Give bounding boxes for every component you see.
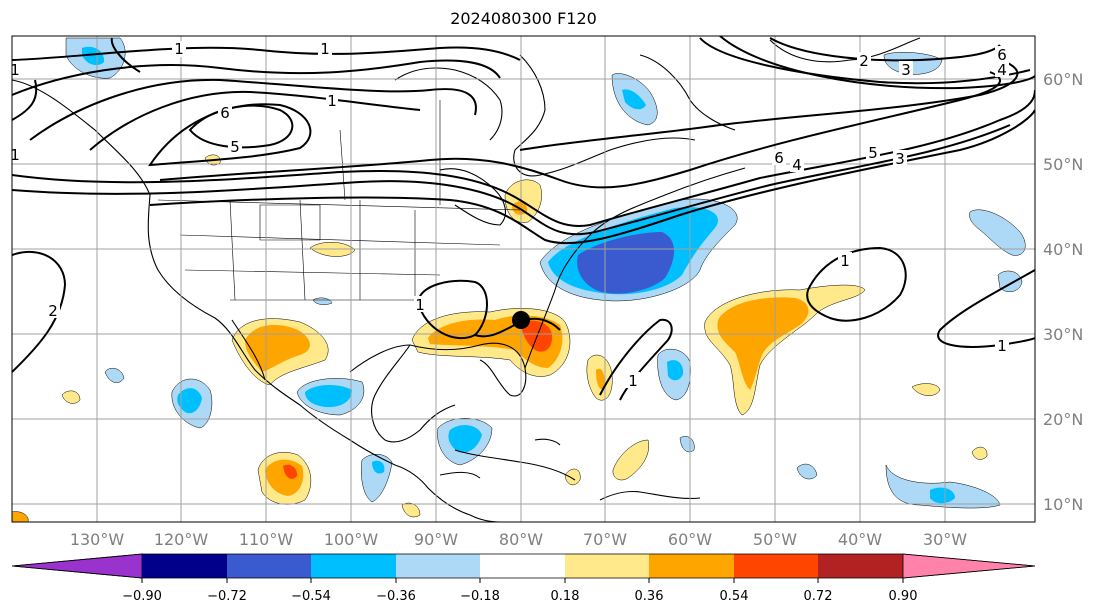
map-background xyxy=(12,36,1035,522)
contour-label: 3 xyxy=(899,61,913,79)
svg-text:1: 1 xyxy=(10,61,20,79)
svg-text:100°W: 100°W xyxy=(324,530,379,549)
map-title: 2024080300 F120 xyxy=(450,9,597,28)
colorbar-tick-label: 0.36 xyxy=(635,589,664,604)
svg-text:1: 1 xyxy=(628,372,638,390)
contour-label: 6 xyxy=(772,149,786,167)
contour-label: 1 xyxy=(995,337,1009,355)
svg-text:3: 3 xyxy=(895,150,905,168)
colorbar-segment xyxy=(565,554,649,578)
svg-text:2: 2 xyxy=(859,52,869,70)
contour-label: 4 xyxy=(790,156,804,174)
colorbar-segment xyxy=(396,554,480,578)
contour-label: 1 xyxy=(318,40,332,58)
contour-label: 5 xyxy=(228,138,242,156)
colorbar-segment xyxy=(227,554,311,578)
map-frame xyxy=(11,35,1036,523)
colorbar-segment xyxy=(480,554,565,578)
colorbar-extend-max xyxy=(902,553,1036,579)
contour-label: 1 xyxy=(172,40,186,58)
svg-text:50°N: 50°N xyxy=(1043,155,1083,174)
colorbar-segment xyxy=(142,554,227,578)
svg-text:110°W: 110°W xyxy=(239,530,294,549)
contour-label: 1 xyxy=(838,252,852,270)
colorbar-segment xyxy=(818,554,903,578)
contour-label: 3 xyxy=(893,150,907,168)
colorbar-tick-label: 0.18 xyxy=(551,589,580,604)
contour-label: 4 xyxy=(995,61,1009,79)
contour-label: 1 xyxy=(626,372,640,390)
shading-layer xyxy=(12,37,1026,522)
svg-text:70°W: 70°W xyxy=(583,530,627,549)
colorbar-segment xyxy=(311,554,396,578)
svg-text:30°N: 30°N xyxy=(1043,325,1083,344)
colorbar-segment xyxy=(734,554,818,578)
contour-label: 5 xyxy=(866,144,880,162)
colorbar-tick-label: 0.90 xyxy=(889,589,918,604)
latitude-labels: 60°N 50°N 40°N 30°N 20°N 10°N xyxy=(1043,70,1083,514)
svg-text:1: 1 xyxy=(840,252,850,270)
colorbar-tick-label: −0.18 xyxy=(460,589,500,604)
svg-text:1: 1 xyxy=(415,296,425,314)
colorbar: −0.90 −0.72 −0.54 −0.36 −0.18 0.18 0.36 … xyxy=(11,553,1036,604)
gridlines xyxy=(12,36,1035,522)
svg-text:6: 6 xyxy=(774,149,784,167)
svg-text:50°W: 50°W xyxy=(753,530,797,549)
svg-text:10°N: 10°N xyxy=(1043,495,1083,514)
storm-center-marker xyxy=(512,311,530,329)
state-borders xyxy=(157,100,521,301)
svg-text:80°W: 80°W xyxy=(499,530,543,549)
svg-text:40°N: 40°N xyxy=(1043,240,1083,259)
longitude-labels: 130°W 120°W 110°W 100°W 90°W 80°W 70°W 6… xyxy=(70,530,967,549)
contour-label: 1 xyxy=(414,296,426,314)
svg-text:1: 1 xyxy=(174,40,184,58)
svg-text:5: 5 xyxy=(230,138,240,156)
svg-text:1: 1 xyxy=(10,146,20,164)
svg-text:40°W: 40°W xyxy=(838,530,882,549)
svg-text:6: 6 xyxy=(220,104,230,122)
svg-text:1: 1 xyxy=(327,92,337,110)
colorbar-tick-label: −0.54 xyxy=(291,589,331,604)
contour-label: 1 xyxy=(10,146,20,164)
colorbar-tick-label: −0.36 xyxy=(376,589,416,604)
colorbar-tick-label: −0.72 xyxy=(207,589,247,604)
svg-text:1: 1 xyxy=(997,337,1007,355)
contour-label: 6 xyxy=(218,104,232,122)
contour-label: 6 xyxy=(995,46,1009,64)
colorbar-extend-min xyxy=(11,553,143,579)
svg-text:60°N: 60°N xyxy=(1043,70,1083,89)
contour-labels: 1 1 1 1 5 6 2 2 3 6 4 6 4 5 3 1 1 1 1 1 xyxy=(10,40,1009,390)
svg-text:90°W: 90°W xyxy=(414,530,458,549)
colorbar-tick-label: −0.90 xyxy=(122,589,162,604)
contour-lines xyxy=(12,36,1035,401)
svg-text:30°W: 30°W xyxy=(923,530,967,549)
svg-text:5: 5 xyxy=(868,144,878,162)
svg-text:1: 1 xyxy=(320,40,330,58)
svg-text:4: 4 xyxy=(997,61,1007,79)
svg-text:120°W: 120°W xyxy=(154,530,209,549)
svg-text:4: 4 xyxy=(792,156,802,174)
colorbar-tick-label: 0.72 xyxy=(804,589,833,604)
svg-text:3: 3 xyxy=(901,61,911,79)
contour-label: 2 xyxy=(46,302,60,320)
svg-text:20°N: 20°N xyxy=(1043,410,1083,429)
coastlines xyxy=(12,37,921,522)
svg-text:6: 6 xyxy=(997,46,1007,64)
colorbar-tick-label: 0.54 xyxy=(720,589,749,604)
contour-label: 1 xyxy=(326,92,338,110)
svg-text:2: 2 xyxy=(48,302,58,320)
colorbar-segment xyxy=(649,554,734,578)
svg-text:130°W: 130°W xyxy=(70,530,125,549)
svg-text:60°W: 60°W xyxy=(668,530,712,549)
contour-label: 1 xyxy=(10,61,20,79)
contour-label: 2 xyxy=(857,52,871,70)
